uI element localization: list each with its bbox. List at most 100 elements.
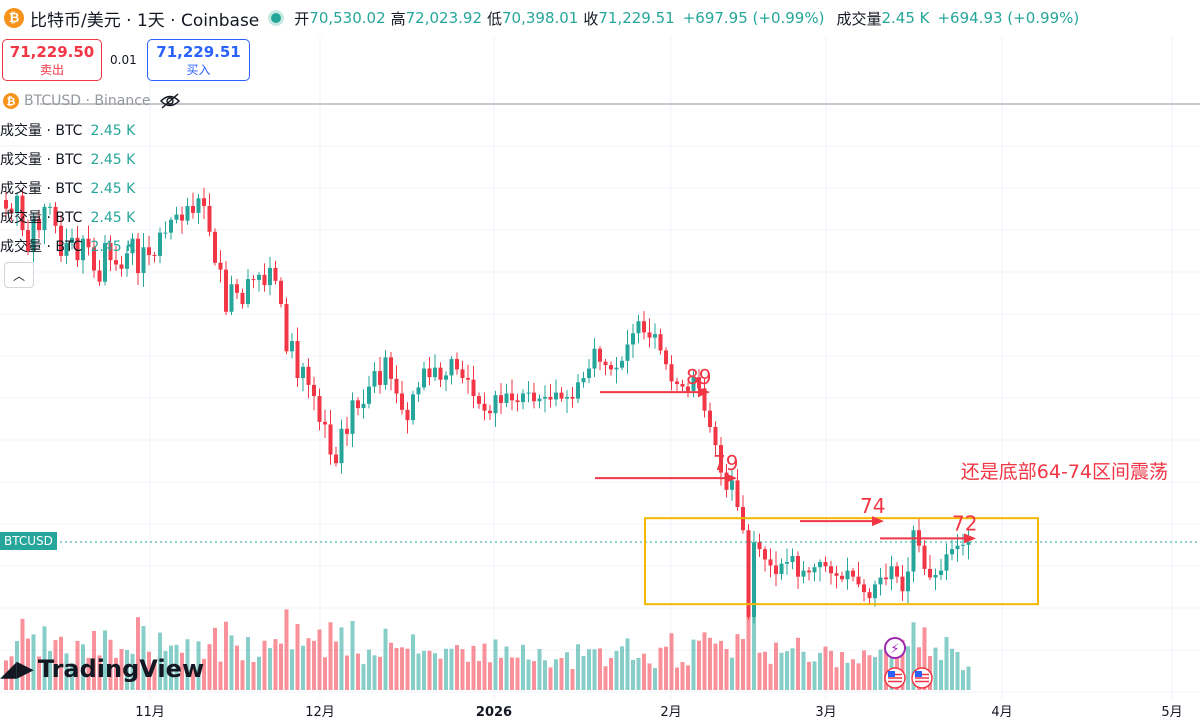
candle-body [180,214,184,221]
volume-bar [416,653,421,690]
candle-body [411,394,415,421]
volume-bar [273,639,278,690]
candle-body [521,393,525,403]
volume-legend-row[interactable]: 成交量 · BTC 2.45 K [0,120,135,140]
candle-body [119,264,124,269]
candle-body [658,334,663,351]
volume-bar [867,655,872,690]
volume-legend-label: 成交量 · BTC [0,239,83,255]
candle-body [818,562,822,568]
volume-bar [768,663,773,690]
volume-legend-value: 2.45 K [90,239,136,255]
candle-body [647,332,652,338]
candle-body [900,576,905,592]
candle-body [207,205,212,232]
volume-bar [609,657,613,690]
candle-body [103,242,107,282]
volume-bar [856,663,861,690]
volume-bar [801,651,806,690]
volume-bar [345,655,349,690]
collapse-legend-button[interactable]: ︿ [4,262,34,288]
low-label: 低 [486,9,502,28]
candle-body [147,247,151,256]
candle-body [840,575,844,580]
x-tick-label: 4月 [991,705,1012,720]
candle-body [834,573,839,576]
volume-bar [218,661,223,690]
candle-body [796,556,800,577]
tradingview-logo[interactable]: ◢▶ TradingView [0,655,204,683]
candle-body [191,205,195,213]
volume-bar [356,653,360,690]
annotation-arrowhead [872,516,884,527]
bitcoin-icon: ₿ [3,93,19,109]
volume-bar [669,633,674,690]
candle-body [702,388,707,411]
candle-body [961,544,965,546]
candle-body [15,195,19,213]
candle-body [268,267,272,286]
volume-bar [840,651,844,690]
volume-bar [515,657,520,690]
volume-bar [4,660,8,690]
volume-bar [488,662,492,690]
volume-bar [565,652,569,690]
volume-bar [466,661,470,690]
volume-legend-row[interactable]: 成交量 · BTC 2.45 K [0,236,135,256]
volume-bar [653,668,657,690]
annotation-arrowhead [698,387,710,398]
candle-body [570,396,575,399]
close-value: 71,229.51 [598,9,675,27]
candle-body [455,359,459,370]
volume-bar [719,640,723,690]
volume-bar [81,644,85,690]
volume-bar [851,659,855,690]
candle-body [466,377,470,380]
candle-body [768,559,773,566]
sell-button[interactable]: 71,229.50 卖出 [2,39,102,81]
candle-body [510,393,514,401]
candle-body [559,392,564,399]
compare-series-legend[interactable]: ₿ BTCUSD · Binance [0,90,181,112]
logo-text: TradingView [37,655,205,683]
compare-series-label: BTCUSD · Binance [24,93,151,109]
volume-bar [75,640,80,690]
candle-body [801,570,806,577]
volume-legend-row[interactable]: 成交量 · BTC 2.45 K [0,149,135,169]
candle-body [174,214,179,220]
candle-body [746,530,751,618]
candle-body [323,421,327,425]
flag-canton [915,671,922,677]
candle-body [922,545,927,569]
chart-annotations: 89 79 74 72 还是底部64-74区间震荡 ⚡ [0,365,1200,689]
candle-body [532,392,536,402]
candle-body [642,321,646,333]
symbol-title[interactable]: 比特币/美元 · 1天 · Coinbase [30,10,260,31]
volume-legend-label: 成交量 · BTC [0,210,83,226]
candle-body [631,333,635,345]
hidden-eye-icon[interactable] [159,93,181,109]
volume-legend-row[interactable]: 成交量 · BTC 2.45 K [0,207,135,227]
volume-legend-row[interactable]: 成交量 · BTC 2.45 K [0,178,135,198]
volume-bar [554,659,558,690]
candle-body [246,279,250,305]
volume-bar [477,660,481,690]
candle-body [372,371,377,387]
volume-bar [240,660,245,690]
buy-button[interactable]: 71,229.51 买入 [147,39,250,81]
candle-body [262,274,267,286]
candle-body [444,375,448,380]
volume-bar [262,640,267,690]
candle-body [625,344,630,361]
volume-legend-label: 成交量 · BTC [0,152,83,168]
candle-body [152,255,157,257]
volume-bar [741,638,745,690]
candle-body [686,386,690,391]
candle-body [345,428,349,434]
candle-body [400,393,404,410]
high-label: 高 [390,9,406,28]
candle-body [196,198,201,213]
tradingview-mark-icon: ◢▶ [0,656,34,682]
x-tick-label: 2026 [476,705,512,720]
